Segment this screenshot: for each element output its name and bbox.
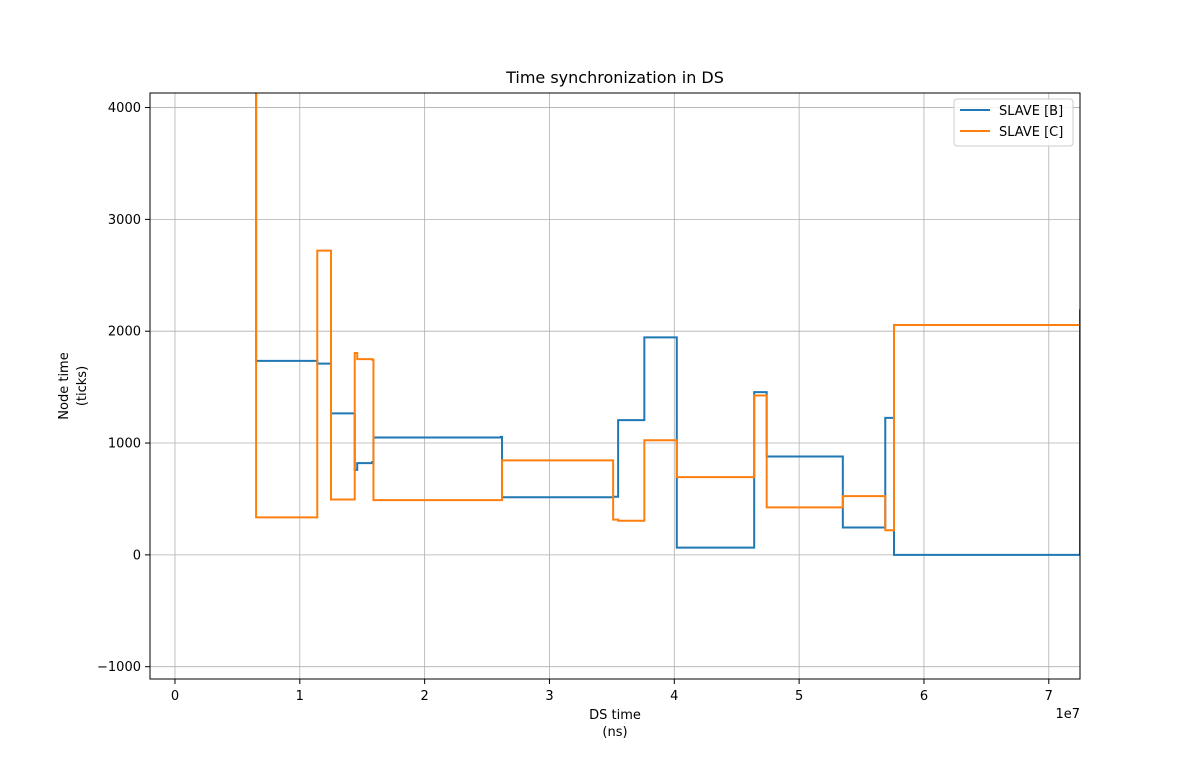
x-tick-label: 4	[670, 689, 678, 704]
data-series	[255, 93, 1080, 556]
x-axis-offset-label: 1e7	[1055, 707, 1080, 722]
x-tick-label: 7	[1045, 689, 1053, 704]
x-tick-label: 2	[420, 689, 428, 704]
y-axis-label-line2: (ticks)	[75, 366, 90, 406]
x-tick-label: 0	[171, 689, 179, 704]
x-tick-label: 5	[795, 689, 803, 704]
legend-label-slave-c: SLAVE [C]	[999, 125, 1063, 140]
x-axis-ticks: 0 1 2 3 4 5 6 7	[171, 679, 1053, 704]
x-tick-label: 1	[296, 689, 304, 704]
x-tick-label: 6	[920, 689, 928, 704]
y-tick-label: 4000	[108, 101, 141, 116]
legend-label-slave-b: SLAVE [B]	[999, 104, 1063, 119]
x-tick-label: 3	[545, 689, 553, 704]
chart-title: Time synchronization in DS	[505, 68, 724, 87]
y-tick-label: 1000	[108, 437, 141, 452]
y-axis-ticks: −1000 0 1000 2000 3000 4000	[97, 101, 150, 675]
plot-frame	[149, 92, 1081, 680]
y-tick-label: 2000	[108, 325, 141, 340]
y-axis-label-line1: Node time	[57, 352, 72, 419]
series-line-slave-c	[255, 93, 1080, 532]
y-tick-label: 0	[133, 548, 141, 563]
y-tick-label: −1000	[97, 660, 141, 675]
x-axis-label-line1: DS time	[589, 708, 641, 723]
legend: SLAVE [B] SLAVE [C]	[953, 98, 1074, 147]
y-tick-label: 3000	[108, 213, 141, 228]
x-axis-label-line2: (ns)	[602, 725, 627, 740]
